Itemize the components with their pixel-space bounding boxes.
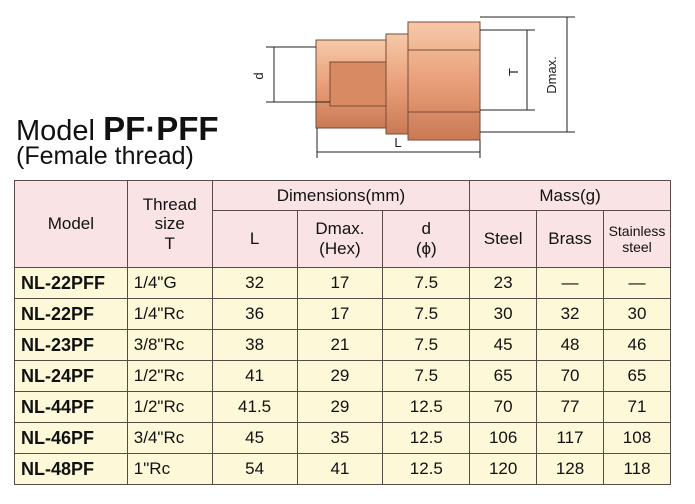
table-cell: 35 <box>296 422 384 454</box>
table-cell: 30 <box>469 298 538 330</box>
table-cell: 17 <box>296 298 384 330</box>
table-cell: 1/4"G <box>126 267 213 299</box>
table-cell: NL-22PFF <box>14 267 128 299</box>
hex <box>407 21 481 141</box>
table-cell: 7.5 <box>382 360 471 392</box>
table-cell: 41.5 <box>211 391 298 423</box>
sub-header: Stainless steel <box>602 210 672 268</box>
table-row: NL-23PF 3/8"Rc 38 21 7.5 45 48 46 <box>14 329 672 361</box>
table-cell: 65 <box>602 360 672 392</box>
diagram: d T Dmax. L <box>251 16 575 158</box>
sub-header: L <box>211 210 298 268</box>
table-cell: 7.5 <box>382 267 471 299</box>
header-dimensions: Dimensions(mm) <box>211 180 471 211</box>
title: Model PF·PFF <box>16 110 219 148</box>
table-cell: 117 <box>536 422 604 454</box>
header-thread: Thread size T <box>126 180 213 268</box>
table-cell: 32 <box>536 298 604 330</box>
table-cell: NL-46PF <box>14 422 128 454</box>
sub-header: Dmax. (Hex) <box>296 210 384 268</box>
dim-labels: d T Dmax. L <box>251 56 559 150</box>
table-row: NL-46PF 3/4"Rc 45 35 12.5 106 117 108 <box>14 422 672 454</box>
table-cell: 70 <box>469 391 538 423</box>
table-cell: 54 <box>211 453 298 485</box>
header-model: Model <box>14 180 128 268</box>
label-d: d <box>251 72 266 79</box>
subtitle: (Female thread) <box>16 142 194 170</box>
collar <box>385 33 409 135</box>
table-cell: 32 <box>211 267 298 299</box>
table-cell: NL-44PF <box>14 391 128 423</box>
table-cell: NL-48PF <box>14 453 128 485</box>
table-cell: 128 <box>536 453 604 485</box>
table-cell: 12.5 <box>382 422 471 454</box>
table-cell: 106 <box>469 422 538 454</box>
table-cell: 45 <box>469 329 538 361</box>
table-cell: 3/8"Rc <box>126 329 213 361</box>
table-cell: NL-22PF <box>14 298 128 330</box>
table-cell: 21 <box>296 329 384 361</box>
table-row: NL-44PF 1/2"Rc 41.5 29 12.5 70 77 71 <box>14 391 672 423</box>
table-cell: 45 <box>211 422 298 454</box>
table-cell: 120 <box>469 453 538 485</box>
table-cell: 12.5 <box>382 453 471 485</box>
bore <box>329 61 387 107</box>
table-cell: 1/2"Rc <box>126 391 213 423</box>
table-cell: 70 <box>536 360 604 392</box>
table-cell: 29 <box>296 360 384 392</box>
table-cell: 41 <box>211 360 298 392</box>
table-cell: — <box>536 267 604 299</box>
table-cell: 17 <box>296 267 384 299</box>
table-cell: 23 <box>469 267 538 299</box>
label-dmax: Dmax. <box>544 56 559 94</box>
table-cell: 48 <box>536 329 604 361</box>
table-cell: 118 <box>602 453 672 485</box>
title-bold: PF·PFF <box>103 110 219 147</box>
table-cell: 65 <box>469 360 538 392</box>
table-cell: 7.5 <box>382 298 471 330</box>
label-l: L <box>394 135 401 150</box>
table-cell: 41 <box>296 453 384 485</box>
dimensions <box>266 16 575 158</box>
table-cell: 30 <box>602 298 672 330</box>
table-cell: NL-24PF <box>14 360 128 392</box>
table-cell: 36 <box>211 298 298 330</box>
table-cell: 3/4"Rc <box>126 422 213 454</box>
table-cell: 1/2"Rc <box>126 360 213 392</box>
table-cell: 71 <box>602 391 672 423</box>
sub-header: Steel <box>469 210 538 268</box>
sub-header: d (ϕ) <box>382 210 471 268</box>
table-cell: 46 <box>602 329 672 361</box>
table-cell: 108 <box>602 422 672 454</box>
header-mass: Mass(g) <box>469 180 671 211</box>
table-row: NL-22PF 1/4"Rc 36 17 7.5 30 32 30 <box>14 298 672 330</box>
table-row: NL-24PF 1/2"Rc 41 29 7.5 65 70 65 <box>14 360 672 392</box>
spec-table: Model Thread size T Dimensions(mm) Mass(… <box>14 180 672 485</box>
table-cell: 38 <box>211 329 298 361</box>
label-t: T <box>506 68 521 76</box>
sub-header: Brass <box>536 210 604 268</box>
table-cell: — <box>602 267 672 299</box>
fitting <box>315 21 481 141</box>
table-row: NL-48PF 1"Rc 54 41 12.5 120 128 118 <box>14 453 672 485</box>
table-cell: 1"Rc <box>126 453 213 485</box>
table-cell: 7.5 <box>382 329 471 361</box>
table-cell: 12.5 <box>382 391 471 423</box>
title-text: Model <box>16 115 95 147</box>
table-cell: 1/4"Rc <box>126 298 213 330</box>
table-cell: NL-23PF <box>14 329 128 361</box>
table-cell: 29 <box>296 391 384 423</box>
table-row: NL-22PFF 1/4"G 32 17 7.5 23— — <box>14 267 672 299</box>
table-cell: 77 <box>536 391 604 423</box>
